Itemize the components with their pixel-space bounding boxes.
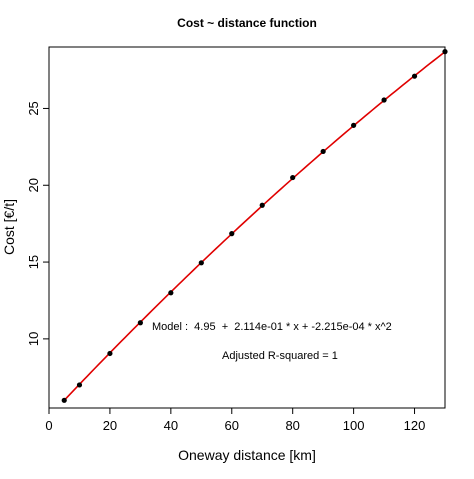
y-axis-label: Cost [€/t] — [1, 199, 17, 255]
data-points — [61, 49, 448, 403]
model-annotation: Model : 4.95 + 2.114e-01 * x + -2.215e-0… — [152, 321, 392, 333]
data-point — [320, 148, 326, 155]
y-tick-label: 25 — [26, 101, 41, 115]
y-tick-label: 10 — [26, 332, 41, 346]
x-tick-label: 20 — [103, 418, 117, 433]
data-point — [411, 73, 418, 79]
y-tick-label: 20 — [26, 178, 41, 192]
data-point — [381, 97, 387, 103]
plot-frame — [48, 46, 446, 409]
x-tick-label: 0 — [45, 418, 52, 433]
data-point — [61, 397, 67, 403]
x-axis: 0 20 40 60 80 100 120 — [45, 408, 425, 433]
data-point — [290, 174, 296, 181]
fit-curve-layer — [63, 51, 446, 401]
y-tick-label: 15 — [26, 255, 41, 269]
x-tick-label: 80 — [285, 418, 299, 433]
data-point — [198, 260, 204, 266]
fit-curve — [63, 51, 446, 401]
x-tick-label: 40 — [164, 418, 178, 433]
x-axis-label: Oneway distance [km] — [178, 447, 316, 463]
rsq-annotation: Adjusted R-squared = 1 — [222, 350, 338, 362]
data-point — [76, 382, 83, 388]
y-axis: 10 15 20 25 — [26, 101, 49, 346]
data-point — [107, 350, 113, 357]
data-point — [229, 231, 235, 237]
x-tick-label: 100 — [343, 418, 365, 433]
x-tick-label: 60 — [225, 418, 239, 433]
x-tick-label: 120 — [404, 418, 426, 433]
chart-title: Cost ~ distance function — [177, 16, 317, 30]
data-point — [259, 202, 265, 208]
data-point — [137, 320, 143, 326]
data-point — [168, 290, 174, 296]
data-point — [351, 122, 357, 128]
data-point — [442, 49, 448, 55]
